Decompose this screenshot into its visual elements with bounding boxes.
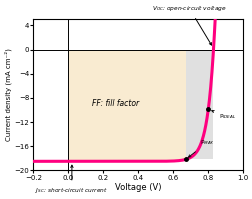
Y-axis label: Current density (mA cm⁻²): Current density (mA cm⁻²)	[4, 48, 12, 141]
Text: FF: fill factor: FF: fill factor	[92, 100, 139, 108]
X-axis label: Voltage (V): Voltage (V)	[115, 183, 161, 192]
Text: P$_{IDEAL}$: P$_{IDEAL}$	[211, 110, 235, 121]
Polygon shape	[185, 50, 213, 159]
Text: V$_{OC}$: open-circuit voltage: V$_{OC}$: open-circuit voltage	[152, 4, 226, 45]
Text: P$_{MAX}$: P$_{MAX}$	[188, 138, 213, 157]
Polygon shape	[68, 50, 185, 161]
Text: J$_{SC}$: short-circuit current: J$_{SC}$: short-circuit current	[35, 165, 108, 195]
